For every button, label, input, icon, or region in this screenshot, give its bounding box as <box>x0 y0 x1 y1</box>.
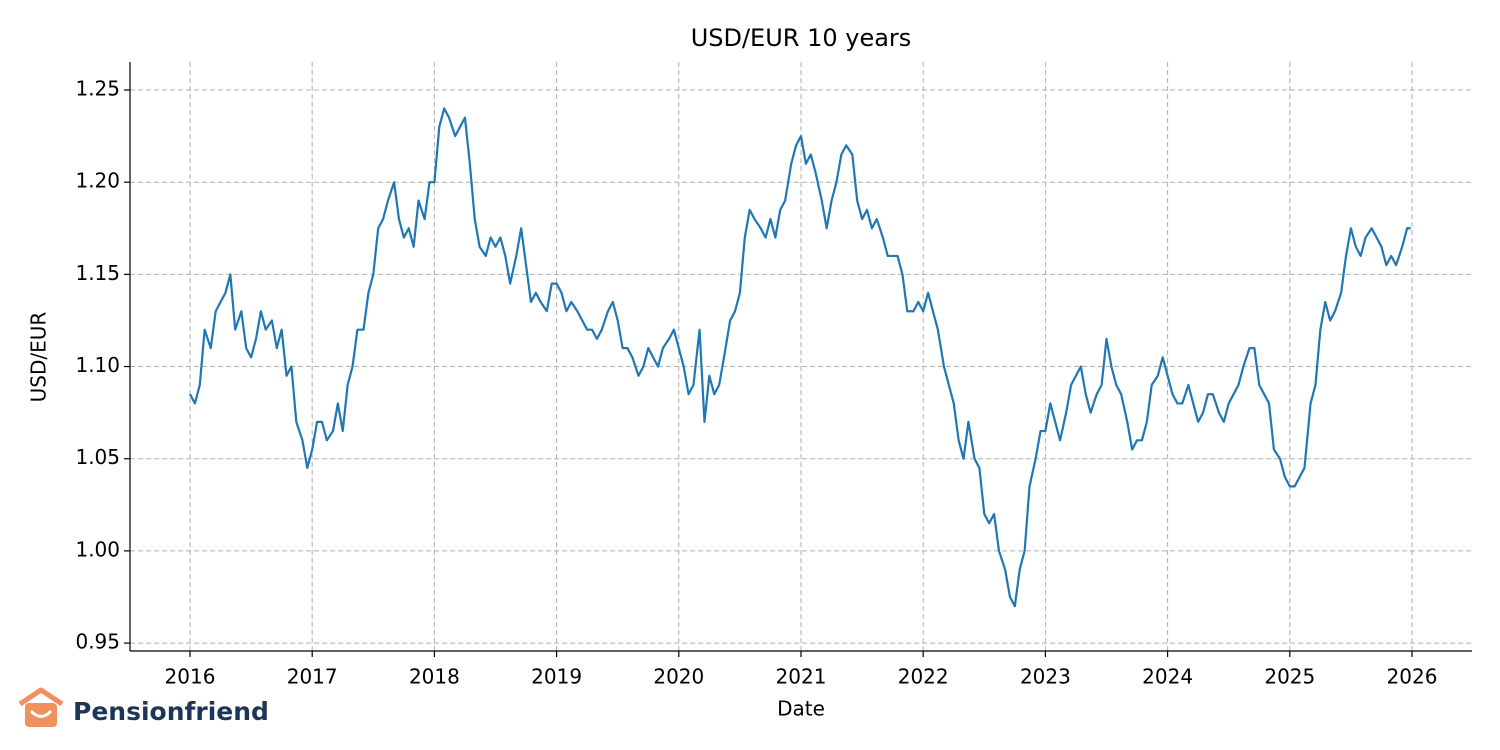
x-tick-label: 2016 <box>165 665 216 689</box>
y-tick-label: 1.05 <box>75 445 120 469</box>
logo-roof <box>18 687 64 707</box>
x-axis-label: Date <box>777 697 825 721</box>
y-axis-label: USD/EUR <box>27 312 51 403</box>
y-tick-label: 1.10 <box>75 353 120 377</box>
x-tick-label: 2023 <box>1020 665 1071 689</box>
price-line <box>189 107 1411 608</box>
y-tick-label: 1.25 <box>75 77 120 101</box>
x-tick-label: 2021 <box>776 665 827 689</box>
y-tick-label: 1.00 <box>75 537 120 561</box>
y-tick-label: 1.15 <box>75 261 120 285</box>
logo: Pensionfriend <box>18 687 269 727</box>
x-tick-label: 2020 <box>653 665 704 689</box>
x-tick-label: 2017 <box>287 665 338 689</box>
chart-title: USD/EUR 10 years <box>691 24 912 52</box>
y-tick-label: 0.95 <box>75 630 120 654</box>
x-tick-label: 2024 <box>1142 665 1193 689</box>
logo-text: Pensionfriend <box>73 697 269 726</box>
x-tick-label: 2026 <box>1387 665 1438 689</box>
x-tick-label: 2025 <box>1264 665 1315 689</box>
x-tick-label: 2022 <box>898 665 949 689</box>
y-tick-label: 1.20 <box>75 169 120 193</box>
x-tick-label: 2019 <box>531 665 582 689</box>
logo-smile <box>30 710 52 718</box>
x-tick-label: 2018 <box>409 665 460 689</box>
